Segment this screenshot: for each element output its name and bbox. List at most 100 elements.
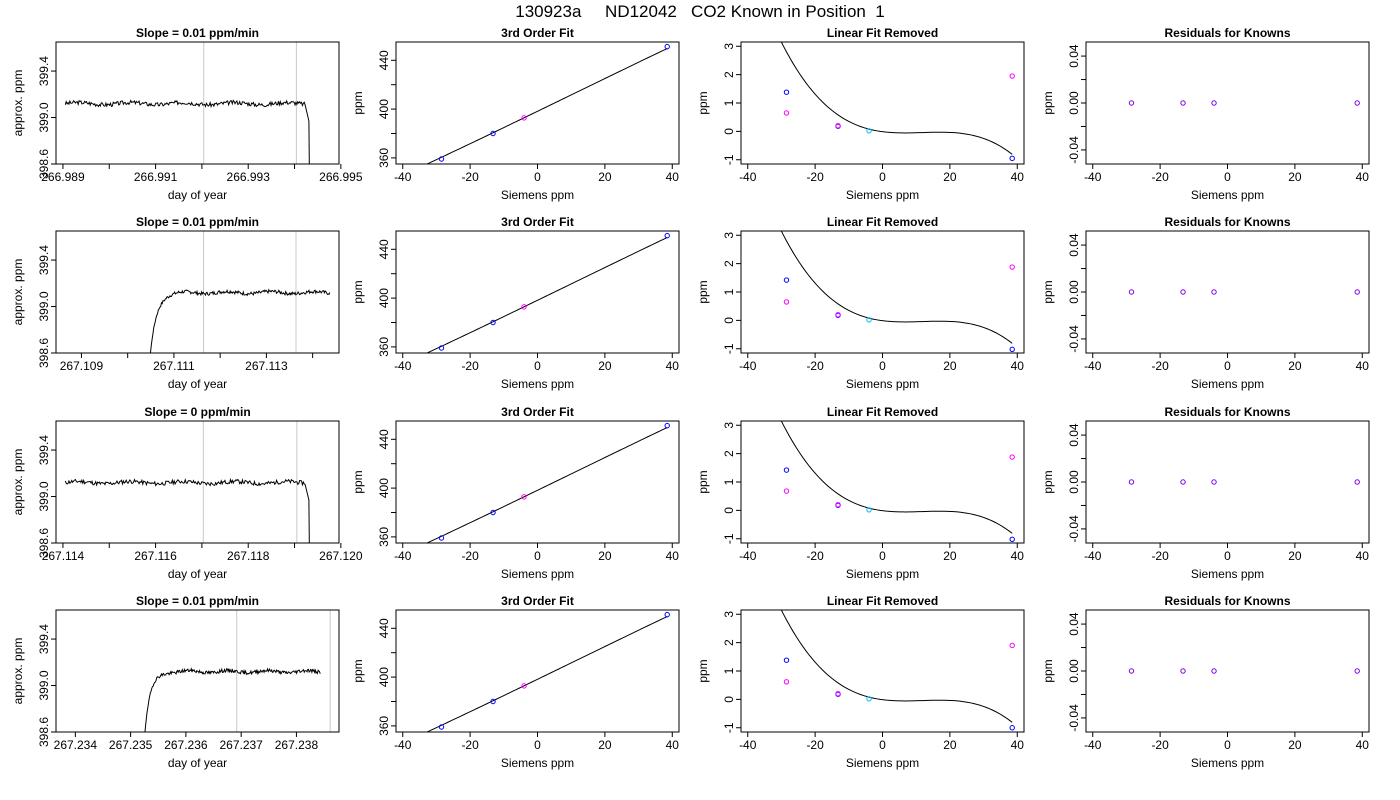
x-tick-label: 0	[879, 549, 886, 563]
x-tick-label: -20	[806, 549, 824, 563]
data-point	[438, 345, 445, 351]
x-axis-label: day of year	[168, 756, 227, 770]
plot-frame	[740, 41, 1025, 165]
data-point	[866, 317, 872, 323]
y-tick-label: 398.6	[37, 149, 51, 179]
data-point	[866, 696, 872, 702]
data-point	[438, 535, 445, 541]
data-point	[1128, 100, 1135, 106]
x-tick-label: 267.120	[319, 549, 363, 563]
y-axis-label: ppm	[1041, 91, 1055, 114]
figure-title: 130923a ND12042 CO2 Known in Position 1	[0, 0, 1400, 24]
x-tick-label: -20	[461, 738, 479, 752]
y-tick-label: 399.4	[37, 435, 51, 465]
data-point	[1009, 725, 1015, 731]
fit-curve	[425, 427, 668, 543]
x-tick-label: 20	[1288, 170, 1302, 184]
plot-frame	[1085, 41, 1370, 165]
y-tick-label: 2	[722, 260, 736, 267]
x-tick-label: 266.995	[319, 170, 363, 184]
x-axis-label: Siemens ppm	[501, 567, 574, 581]
x-tick-label: 20	[598, 170, 612, 184]
x-tick-label: 20	[1288, 738, 1302, 752]
x-tick-label: 40	[666, 359, 680, 373]
panel-title: Residuals for Knowns	[1164, 26, 1290, 40]
y-tick-label: 3	[722, 422, 736, 429]
y-tick-label: 3	[722, 232, 736, 239]
x-tick-label: 40	[666, 738, 680, 752]
panel-title: Residuals for Knowns	[1164, 215, 1290, 229]
fit-curve	[780, 231, 1013, 344]
plot-frame	[55, 230, 340, 354]
y-tick-label: 399.0	[37, 670, 51, 700]
x-tick-label: 267.111	[153, 359, 195, 373]
y-tick-label: 2	[722, 450, 736, 457]
x-tick-label: -20	[461, 549, 479, 563]
data-point	[664, 232, 670, 239]
y-tick-label: 400	[377, 99, 391, 119]
y-tick-label: 0.04	[1067, 612, 1081, 636]
data-point	[1009, 346, 1015, 353]
y-tick-label: 3	[722, 43, 736, 50]
y-tick-label: -0.04	[1067, 515, 1081, 543]
y-tick-label: 0	[722, 317, 736, 324]
data-point	[783, 488, 790, 494]
data-point	[866, 507, 872, 513]
panel-title: Linear Fit Removed	[827, 26, 938, 40]
chart-panel-resid-row-1: Residuals for Knowns -40 -20 0 20 40 -0.04 0.00…	[1041, 26, 1370, 202]
y-tick-label: 360	[377, 527, 391, 547]
data-point	[1009, 454, 1015, 460]
x-tick-label: 20	[943, 738, 957, 752]
plot-frame	[395, 41, 680, 165]
chart-panel-fit3-row-1: 3rd Order Fit -40 -20 0 20 40 360 400 440 Siemens…	[351, 26, 680, 202]
data-point	[835, 122, 841, 129]
x-tick-label: -40	[394, 359, 412, 373]
x-tick-label: -40	[394, 738, 412, 752]
y-axis-label: ppm	[696, 659, 710, 682]
chart-panel-resid-row-4: Residuals for Knowns -40 -20 0 20 40 -0.04 0.00…	[1041, 594, 1370, 770]
title-instrument-id: ND12042	[605, 2, 677, 21]
fit-curve	[425, 616, 668, 732]
x-tick-label: 20	[1288, 359, 1302, 373]
x-tick-label: 0	[1224, 549, 1231, 563]
x-tick-label: -20	[1151, 170, 1169, 184]
fit-curve	[425, 237, 668, 353]
title-run-id: 130923a	[515, 2, 582, 21]
x-tick-label: -20	[1151, 359, 1169, 373]
y-tick-label: 0.04	[1067, 233, 1081, 257]
x-axis-label: Siemens ppm	[846, 188, 919, 202]
chart-panel-timeseries-row-3: Slope = 0 ppm/min 267.114 267.116 267.118 26…	[11, 405, 363, 581]
data-point	[1180, 100, 1186, 106]
y-axis-label: approx. ppm	[11, 638, 25, 705]
y-tick-label: 399.0	[37, 481, 51, 511]
y-tick-label: -1	[722, 722, 736, 733]
x-axis-label: Siemens ppm	[1191, 377, 1264, 391]
x-tick-label: 0	[1224, 170, 1231, 184]
y-tick-label: 399.4	[37, 245, 51, 275]
data-point	[783, 679, 790, 685]
plot-frame	[395, 420, 680, 544]
chart-panel-resid-row-3: Residuals for Knowns -40 -20 0 20 40 -0.04 0.00…	[1041, 405, 1370, 581]
data-point	[1180, 289, 1186, 295]
y-tick-label: 1	[722, 478, 736, 485]
x-axis-label: Siemens ppm	[846, 756, 919, 770]
x-tick-label: 20	[1288, 549, 1302, 563]
x-tick-label: -40	[739, 549, 757, 563]
plot-frame	[395, 609, 680, 733]
data-point	[835, 501, 841, 508]
x-axis-label: day of year	[168, 188, 227, 202]
y-tick-label: 0.00	[1067, 91, 1081, 115]
data-point	[1211, 668, 1217, 674]
y-tick-label: 440	[377, 429, 391, 449]
x-axis-label: day of year	[168, 567, 227, 581]
y-tick-label: 360	[377, 716, 391, 736]
data-point	[1354, 668, 1360, 674]
x-tick-label: 40	[1011, 170, 1025, 184]
x-tick-label: 267.118	[227, 549, 270, 563]
y-axis-label: ppm	[1041, 470, 1055, 493]
data-point	[1180, 479, 1186, 485]
y-tick-label: 400	[377, 288, 391, 308]
x-tick-label: 40	[666, 549, 680, 563]
y-tick-label: 399.0	[37, 102, 51, 132]
x-tick-label: -20	[461, 359, 479, 373]
